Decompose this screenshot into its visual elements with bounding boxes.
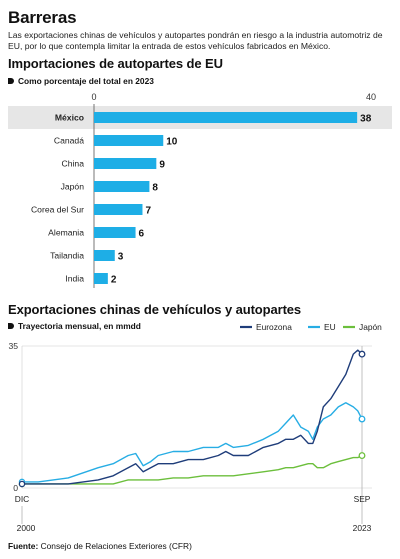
series-end-point-2 [358,452,366,459]
category-label-7: India [65,274,84,284]
bar-2 [94,158,157,169]
tag-icon [8,323,14,329]
series-start-point-0 [18,480,26,488]
x-label-start-month: DIC [15,494,29,504]
category-label-6: Tailandia [50,251,84,261]
series-end-point-1 [358,415,366,423]
x-label-end-month: SEP [354,494,371,504]
exports-chart-subtitle: Trayectoria mensual, en mmdd [18,321,141,331]
x-label-start-year: 2000 [17,523,36,533]
category-label-2: China [62,159,85,169]
source-text: Consejo de Relaciones Exteriores (CFR) [40,541,192,551]
imports-chart-subtitle-row: Como porcentaje del total en 2023 [8,76,154,86]
category-label-3: Japón [61,182,85,192]
tag-icon [8,78,14,84]
data-label-3: 8 [152,183,158,194]
imports-chart-title: Importaciones de autopartes de EU [8,56,223,71]
bar-3 [94,181,150,192]
bar-6 [94,250,115,261]
legend-label-2: Japón [359,322,382,332]
data-label-2: 9 [159,160,165,171]
data-label-4: 7 [145,206,151,217]
exports-line-chart: Eurozona EU Japón 0 35 DIC 2000 SEP 2023 [8,322,382,533]
legend-label-0: Eurozona [256,322,292,332]
data-label-0: 38 [360,114,372,125]
imports-chart-subtitle: Como porcentaje del total en 2023 [18,76,154,86]
data-label-7: 2 [111,275,117,286]
page-subtitle: Las exportaciones chinas de vehículos y … [8,30,383,51]
exports-chart-title: Exportaciones chinas de vehículos y auto… [8,302,302,317]
data-label-6: 3 [118,252,124,263]
bar-0 [94,112,358,123]
y-tick-label-0: 0 [13,483,18,493]
bar-1 [94,135,164,146]
bar-4 [94,204,143,215]
series-line-1 [22,402,363,483]
bar-7 [94,273,108,284]
x-label-end-year: 2023 [353,523,372,533]
series-end-point-0 [358,350,366,358]
data-label-5: 6 [139,229,145,240]
legend-label-1: EU [324,322,336,332]
data-label-1: 10 [166,137,178,148]
source-label: Fuente: [8,541,39,551]
x-tick-label-0: 0 [91,92,96,102]
series-line-0 [22,349,363,485]
category-label-1: Canadá [54,136,84,146]
category-label-5: Alemania [48,228,84,238]
source-note: Fuente: Consejo de Relaciones Exteriores… [8,541,192,551]
y-tick-label-1: 35 [8,341,18,351]
imports-bar-chart: 0 40 México 38 Canadá 10 China 9 Japón 8 Corea del… [8,92,392,288]
series-line-2 [22,454,363,485]
bar-5 [94,227,136,238]
category-label-0: México [55,113,84,123]
category-label-4: Corea del Sur [31,205,84,215]
x-tick-label-1: 40 [366,92,376,102]
exports-chart-subtitle-row: Trayectoria mensual, en mmdd [8,321,141,331]
page-title: Barreras [8,8,77,27]
